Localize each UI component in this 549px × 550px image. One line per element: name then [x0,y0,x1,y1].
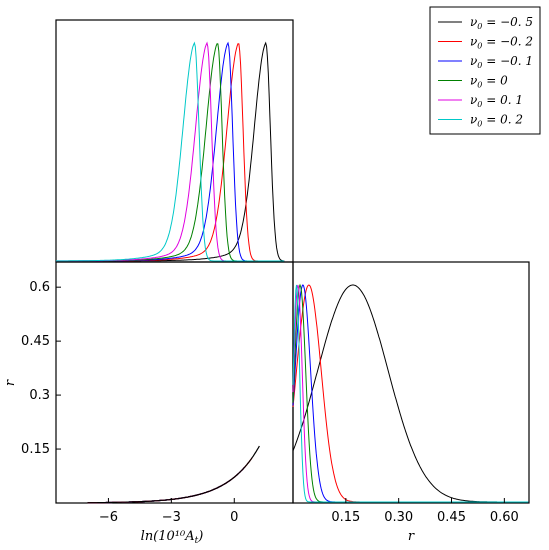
br-xtick-label: 0.15 [331,510,360,525]
bl-ytick-label: 0.45 [21,334,50,349]
x-axis-label-lnAt: ln(10¹⁰At) [141,529,204,546]
br-curve-0 [292,284,529,503]
br-xtick-label: 0.60 [490,510,519,525]
br-xtick-label: 0.30 [384,510,413,525]
bl-ytick-label: 0.15 [21,442,50,457]
y-axis-label-r: r [3,379,18,386]
bl-xtick-label: 0 [230,510,238,525]
bl-ytick-label: 0.3 [29,388,50,403]
panel-frame-top-left [55,19,294,263]
bl-curve-2 [87,466,246,504]
legend: ν0 = −0. 5 ν0 = −0. 2 ν0 = −0. 1 ν0 = 0 ν0 =… [429,6,541,135]
bl-ytick-label: 0.6 [29,280,50,295]
legend-label-0: ν0 = −0. 5 [470,15,533,31]
legend-label-4: ν0 = 0. 1 [470,93,523,109]
legend-label-2: ν0 = −0. 1 [470,54,533,70]
legend-label-1: ν0 = −0. 2 [470,35,533,51]
panel-frame-bottom-right [292,261,530,504]
bl-xtick-label: −6 [99,510,118,525]
br-curve-1 [292,284,529,503]
panel-1d-r: 0.15 0.30 0.45 0.60 [292,261,530,525]
legend-label-5: ν0 = 0. 2 [470,113,523,129]
br-curve-4 [292,284,529,503]
tl-curve-5 [56,41,285,262]
bl-curve-1 [87,457,253,504]
panel-1d-lnAt [55,19,294,263]
br-curve-5 [292,284,529,503]
panel-frame-bottom-left [55,261,294,504]
br-curve-2 [292,284,529,503]
br-curve-3 [292,283,529,503]
bl-xtick-label: −3 [162,510,181,525]
x-axis-label-r: r [408,529,415,544]
panel-2d-lnAt-r: −6 −3 0 0.15 0.3 0.45 0.6 [21,261,294,525]
legend-frame [429,6,541,135]
br-xtick-label: 0.45 [437,510,466,525]
legend-label-3: ν0 = 0 [470,74,508,90]
bl-curve-0 [87,445,260,504]
